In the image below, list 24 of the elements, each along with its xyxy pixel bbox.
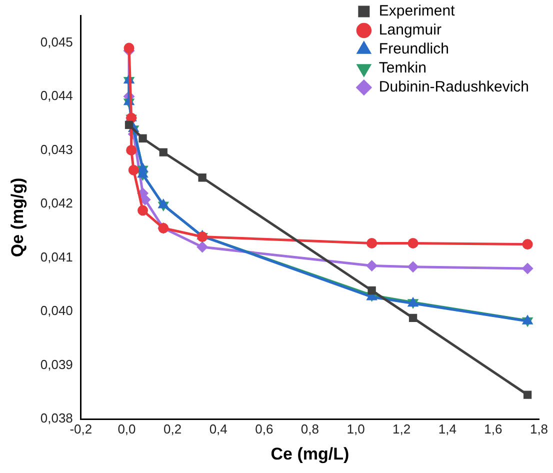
x-tick-label: 1,0 (346, 421, 365, 436)
y-tick-label: 0,042 (40, 196, 73, 211)
y-tick-label: 0,040 (40, 303, 73, 318)
x-tick-label: 1,2 (392, 421, 411, 436)
legend-label: Langmuir (378, 22, 442, 39)
y-tick-label: 0,044 (40, 88, 73, 104)
legend-label: Dubinin-Radushkevich (378, 78, 530, 96)
y-tick-label: 0,041 (40, 249, 73, 264)
y-axis-title: Qe (mg/g) (8, 178, 27, 258)
x-tick-label: 0,8 (300, 421, 320, 436)
x-tick-label: 1,6 (484, 421, 502, 436)
y-tick-label: 0,045 (40, 34, 73, 50)
x-axis-title: Ce (mg/L) (270, 444, 350, 464)
legend-label: Temkin (378, 60, 426, 77)
x-tick-label: 1,8 (530, 421, 548, 436)
x-tick-label: 0,2 (164, 421, 182, 436)
y-tick-label: 0,039 (40, 356, 73, 372)
legend-label: Freundlich (378, 40, 449, 58)
x-tick-label: 0,4 (209, 421, 228, 436)
x-tick-label: 0,6 (255, 421, 274, 436)
x-tick-label: 1,4 (438, 421, 456, 436)
y-tick-label: 0,043 (40, 142, 73, 157)
legend-label: Experiment (378, 2, 456, 20)
x-tick-label: 0,0 (118, 421, 136, 436)
